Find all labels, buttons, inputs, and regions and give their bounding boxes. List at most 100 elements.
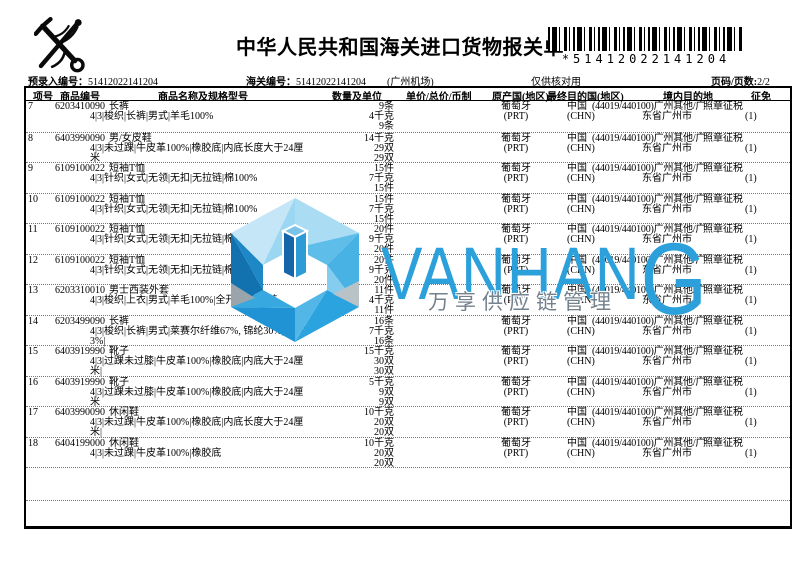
- table-body: 7 6203410090 长裤 4|3|梭织|长裤|男式|羊毛100% 9条 4千…: [26, 101, 790, 532]
- item-no: 18: [28, 437, 38, 449]
- dest-country: 中国 (CHN): [567, 254, 595, 276]
- origin-country: 葡萄牙 (PRT): [501, 193, 531, 215]
- dest-country: 中国 (CHN): [567, 437, 595, 459]
- col-dest-country: 最终目的国(地区): [547, 92, 624, 103]
- domestic-dest-line1: (44019/440100)广州其他/广: [592, 346, 706, 357]
- origin-country: 葡萄牙 (PRT): [501, 163, 531, 185]
- levy-mode: 照章征税: [703, 407, 743, 418]
- domestic-dest-line2: 东省广州市: [642, 356, 692, 368]
- hs-code-and-name: 6109100022 短袖T恤: [55, 254, 146, 266]
- dest-country: 中国 (CHN): [567, 224, 595, 246]
- origin-country: 葡萄牙 (PRT): [501, 132, 531, 154]
- goods-spec: 4|3|针织|女式|无领|无扣|无拉链|棉100%: [90, 264, 258, 276]
- levy-mode: 照章征税: [703, 437, 743, 449]
- goods-spec: 4|3|过踝未过膝|牛皮革100%|橡胶底|内底大于24厘 米|: [90, 356, 304, 378]
- hs-code: 6109100022: [55, 224, 105, 235]
- goods-spec: 4|3|过踝未过膝|牛皮革100%|橡胶底|内底大于24厘 米: [90, 386, 304, 408]
- goods-table: 项号 商品编号 商品名称及规格型号 数量及单位 单价/总价/币制 原产国(地区)…: [24, 86, 792, 529]
- domestic-dest-line2: 东省广州市: [642, 325, 692, 337]
- hs-code: 6203310010: [55, 285, 105, 296]
- hs-code-and-name: 6403990090 休闲鞋: [55, 407, 139, 418]
- domestic-dest-line2: 东省广州市: [642, 142, 692, 154]
- hs-code: 6403919990: [55, 346, 105, 357]
- item-no: 13: [28, 285, 38, 296]
- customs-number: 海关编号：51412022141204: [246, 77, 366, 88]
- goods-name: 长裤: [109, 101, 129, 112]
- dest-country: 中国 (CHN): [567, 315, 595, 337]
- dest-country: 中国 (CHN): [567, 376, 595, 398]
- table-row: 9 6109100022 短袖T恤 4|3|针织|女式|无领|无扣|无拉链|棉10…: [26, 162, 790, 194]
- quantity-unit: 20件 9千克 20件: [369, 254, 394, 286]
- levy-mode: 照章征税: [703, 163, 743, 174]
- levy-code: (1): [745, 417, 757, 429]
- hs-code-and-name: 6403919990 靴子: [55, 377, 129, 388]
- col-price-currency: 单价/总价/币制: [406, 92, 472, 103]
- goods-spec: 4|3|针织|女式|无领|无扣|无拉链|棉100%: [90, 173, 258, 184]
- table-row: 18 6404199000 休闲鞋 4|3|未过踝|牛皮革100%|橡胶底 10千…: [26, 436, 790, 468]
- col-qty-unit: 数量及单位: [332, 92, 382, 103]
- item-no: 12: [28, 254, 38, 266]
- quantity-unit: 14千克 29双 29双: [364, 132, 394, 164]
- domestic-dest-line1: (44019/440100)广州其他/广: [592, 315, 706, 327]
- levy-mode: 照章征税: [703, 254, 743, 266]
- domestic-dest-line2: 东省广州市: [642, 264, 692, 276]
- table-row: 12 6109100022 短袖T恤 4|3|针织|女式|无领|无扣|无拉链|棉1…: [26, 253, 790, 286]
- goods-name: 短袖T恤: [109, 254, 146, 266]
- domestic-dest-line2: 东省广州市: [642, 173, 692, 185]
- barcode: *51412022141204: [548, 27, 744, 66]
- dest-country: 中国 (CHN): [567, 132, 595, 154]
- goods-name: 男士西装外套: [109, 285, 169, 296]
- page-indicator: 页码/页数:2/2: [711, 77, 770, 88]
- item-no: 7: [28, 101, 33, 112]
- col-origin-country: 原产国(地区): [492, 92, 549, 103]
- levy-mode: 照章征税: [703, 315, 743, 327]
- table-row: 7 6203410090 长裤 4|3|梭织|长裤|男式|羊毛100% 9条 4千…: [26, 101, 790, 132]
- table-row: 10 6109100022 短袖T恤 4|3|针织|女式|无领|无扣|无拉链|棉1…: [26, 192, 790, 224]
- origin-country: 葡萄牙 (PRT): [501, 224, 531, 246]
- levy-mode: 照章征税: [703, 132, 743, 144]
- hs-code: 6203499090: [55, 315, 105, 327]
- table-row-empty: [26, 499, 790, 533]
- quantity-unit: 20件 9千克 20件: [369, 224, 394, 256]
- levy-mode: 照章征税: [703, 285, 743, 296]
- item-no: 17: [28, 407, 38, 418]
- levy-mode: 照章征税: [703, 224, 743, 235]
- hs-code: 6109100022: [55, 254, 105, 266]
- origin-country: 葡萄牙 (PRT): [501, 407, 531, 429]
- origin-country: 葡萄牙 (PRT): [501, 101, 531, 123]
- page-title: 中华人民共和国海关进口货物报关单: [236, 37, 564, 59]
- origin-country: 葡萄牙 (PRT): [501, 315, 531, 337]
- quantity-unit: 15千克 30双 30双: [364, 346, 394, 378]
- barcode-number: *51412022141204: [561, 52, 731, 66]
- check-only-note: 仅供核对用: [531, 77, 581, 88]
- quantity-unit: 9条 4千克 9条: [369, 101, 394, 133]
- domestic-dest-line1: (44019/440100)广州其他/广: [592, 224, 706, 235]
- levy-code: (1): [745, 173, 757, 185]
- barcode-bars-icon: [548, 27, 744, 51]
- domestic-dest-line1: (44019/440100)广州其他/广: [592, 285, 706, 296]
- goods-spec: 4|3|梭织|上衣|男式|羊毛100%|全开襟|无拉链: [90, 295, 278, 306]
- item-no: 10: [28, 193, 38, 205]
- goods-name: 短袖T恤: [109, 224, 146, 235]
- item-no: 11: [28, 224, 38, 235]
- goods-spec: 4|3|未过踝|牛皮革100%|橡胶底|内底长度大于24厘 米|: [90, 417, 304, 439]
- origin-country: 葡萄牙 (PRT): [501, 254, 531, 276]
- goods-spec: 4|3|未过踝|牛皮革100%|橡胶底|内底长度大于24厘 米: [90, 142, 304, 164]
- levy-code: (1): [745, 325, 757, 337]
- goods-name: 短袖T恤: [109, 163, 146, 174]
- levy-code: (1): [745, 203, 757, 215]
- levy-code: (1): [745, 386, 757, 398]
- dest-country: 中国 (CHN): [567, 163, 595, 185]
- hs-code-and-name: 6403919990 靴子: [55, 346, 129, 357]
- levy-code: (1): [745, 295, 757, 307]
- hs-code: 6404199000: [55, 437, 105, 449]
- domestic-dest-line2: 东省广州市: [642, 234, 692, 246]
- domestic-dest-line2: 东省广州市: [642, 295, 692, 307]
- goods-name: 长裤: [109, 315, 129, 327]
- hs-code-and-name: 6404199000 休闲鞋: [55, 437, 139, 449]
- hs-code-and-name: 6203499090 长裤: [55, 315, 129, 327]
- table-row: 13 6203310010 男士西装外套 4|3|梭织|上衣|男式|羊毛100%|…: [26, 284, 790, 316]
- table-row: 14 6203499090 长裤 4|3|梭织|长裤|男式|莱赛尔纤维67%, 锦…: [26, 314, 790, 346]
- levy-code: (1): [745, 111, 757, 123]
